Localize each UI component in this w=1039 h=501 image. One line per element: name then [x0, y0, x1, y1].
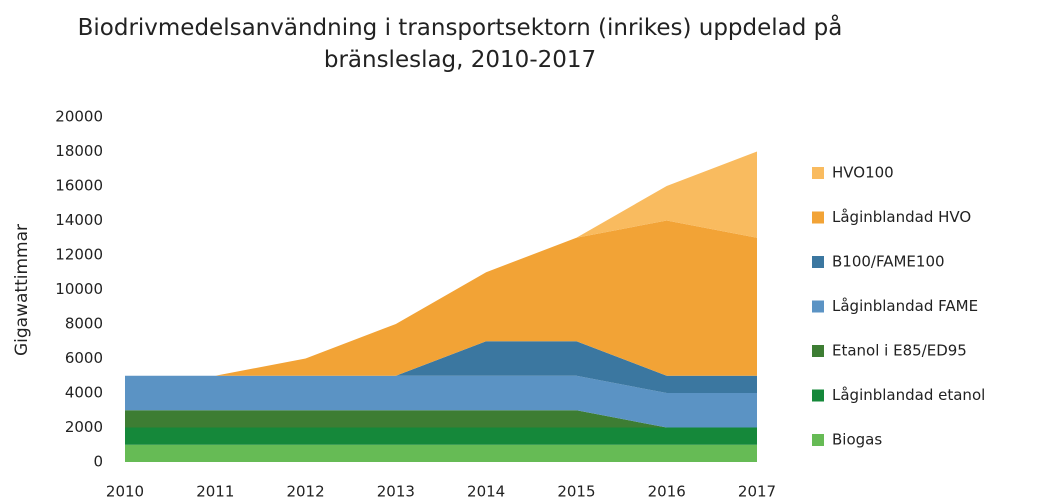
x-tick-label: 2010	[106, 483, 144, 501]
y-tick-label: 6000	[65, 349, 103, 367]
y-tick-label: 14000	[55, 211, 103, 229]
x-tick-label: 2017	[738, 483, 776, 501]
legend-swatch	[812, 389, 824, 402]
x-tick-label: 2015	[557, 483, 595, 501]
y-tick-label: 2000	[65, 418, 103, 436]
x-tick-label: 2016	[648, 483, 686, 501]
y-axis-title: Gigawattimmar	[12, 224, 32, 356]
x-tick-label: 2011	[196, 483, 234, 501]
area	[125, 410, 757, 428]
y-tick-label: 20000	[55, 108, 103, 126]
legend-swatch	[812, 434, 824, 446]
legend-label: Biogas	[832, 431, 882, 449]
area	[125, 375, 757, 428]
legend-label: HVO100	[832, 164, 894, 182]
y-tick-label: 8000	[65, 315, 103, 333]
x-tick-label: 2014	[467, 483, 505, 501]
chart-title: Biodrivmedelsanvändning i transportsekto…	[77, 15, 843, 73]
y-tick-label: 12000	[55, 246, 103, 264]
legend-label: B100/FAME100	[832, 253, 945, 271]
legend-swatch	[812, 300, 824, 313]
legend-swatch	[812, 345, 824, 357]
y-tick-label: 16000	[55, 177, 103, 195]
legend-swatch	[812, 211, 824, 224]
area	[125, 220, 757, 376]
y-tick-label: 0	[93, 453, 103, 471]
area	[125, 444, 757, 462]
area	[125, 427, 757, 445]
legend-label: Låginblandad etanol	[832, 386, 985, 404]
legend-label: Låginblandad HVO	[832, 208, 971, 226]
x-tick-label: 2012	[286, 483, 324, 501]
y-tick-label: 4000	[65, 384, 103, 402]
legend-swatch	[812, 256, 824, 268]
legend-label: Etanol i E85/ED95	[832, 342, 967, 360]
y-tick-label: 18000	[55, 142, 103, 160]
area	[125, 341, 757, 393]
y-tick-label: 10000	[55, 280, 103, 298]
legend-label: Låginblandad FAME	[832, 297, 978, 315]
legend-swatch	[812, 167, 824, 179]
x-tick-label: 2013	[377, 483, 415, 501]
